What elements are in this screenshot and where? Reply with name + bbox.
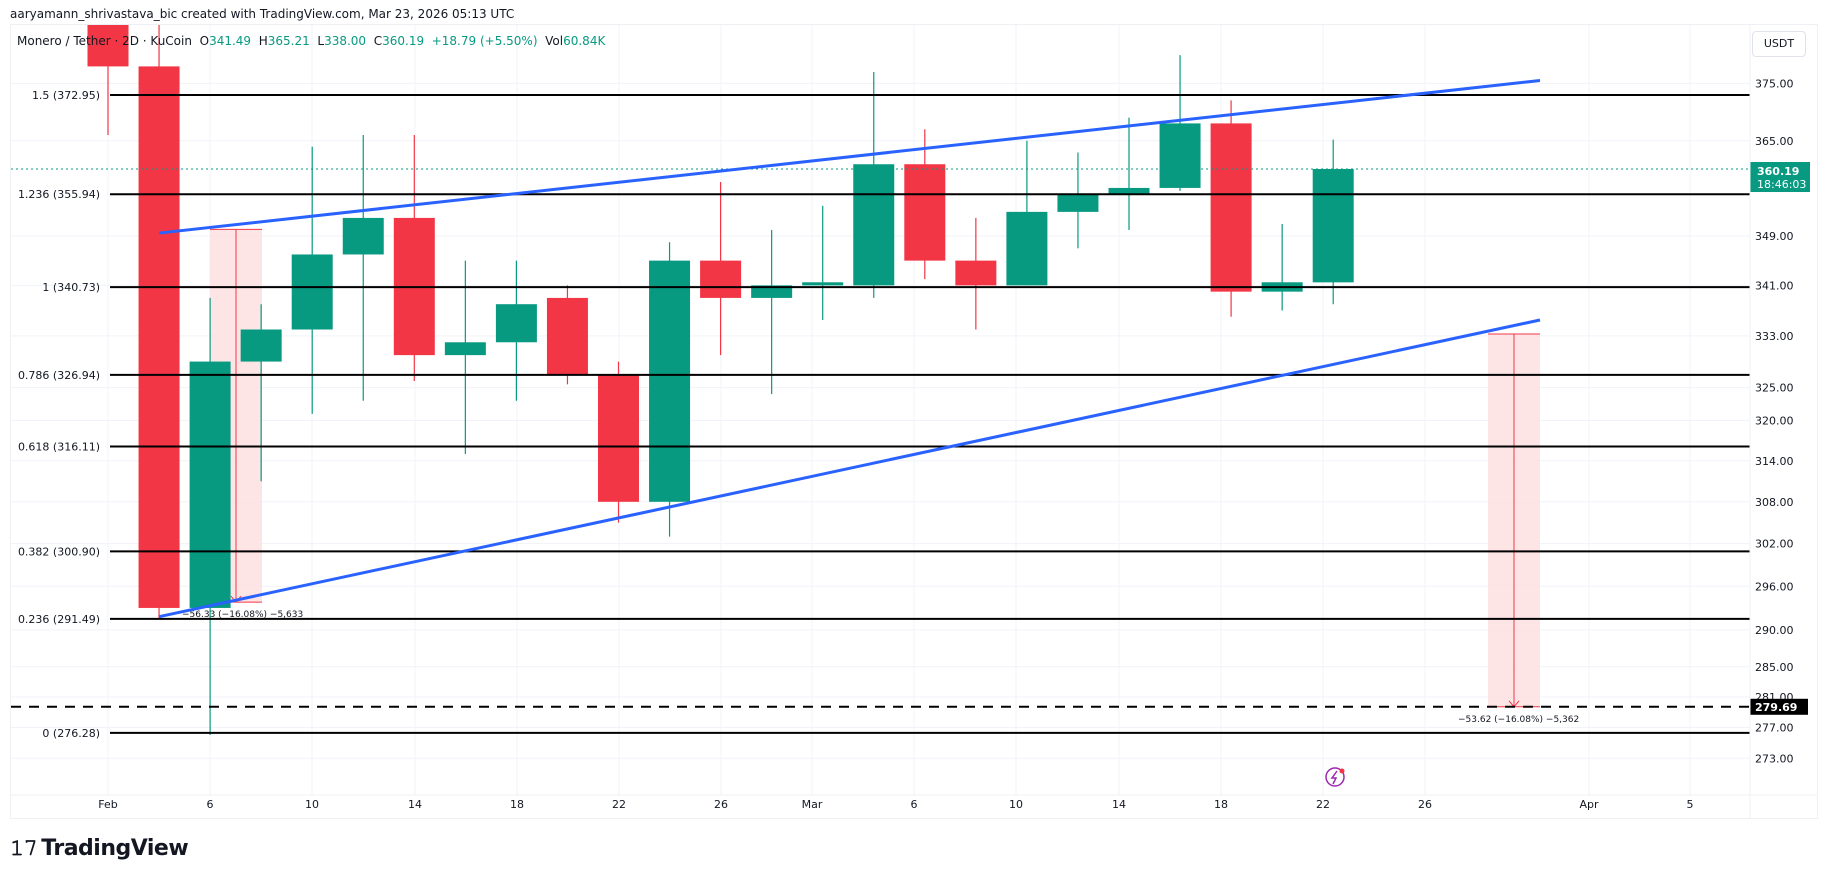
tradingview-logo: 𝟷𝟽 TradingView [10,836,189,861]
svg-text:Apr: Apr [1579,798,1599,811]
svg-text:314.00: 314.00 [1755,455,1794,468]
svg-text:360.19: 360.19 [1757,165,1799,178]
svg-text:5: 5 [1687,798,1694,811]
svg-text:1.5 (372.95): 1.5 (372.95) [32,89,100,102]
svg-text:−56.33 (−16.08%) −5,633: −56.33 (−16.08%) −5,633 [182,610,303,620]
svg-text:6: 6 [911,798,918,811]
tradingview-logo-icon: 𝟷𝟽 [10,836,38,861]
close-value: 360.19 [382,34,425,48]
svg-text:14: 14 [408,798,422,811]
svg-text:290.00: 290.00 [1755,624,1794,637]
svg-text:365.00: 365.00 [1755,135,1794,148]
svg-text:14: 14 [1112,798,1126,811]
chart-pane[interactable] [10,24,1818,819]
svg-text:349.00: 349.00 [1755,230,1794,243]
svg-text:18: 18 [510,798,524,811]
svg-text:1 (340.73): 1 (340.73) [42,281,100,294]
svg-text:325.00: 325.00 [1755,382,1794,395]
svg-text:26: 26 [714,798,728,811]
svg-text:0.786 (326.94): 0.786 (326.94) [18,369,100,382]
svg-text:277.00: 277.00 [1755,721,1794,734]
svg-text:Feb: Feb [98,798,117,811]
svg-text:0.618 (316.11): 0.618 (316.11) [18,441,100,454]
svg-text:273.00: 273.00 [1755,752,1794,765]
svg-text:296.00: 296.00 [1755,580,1794,593]
svg-text:302.00: 302.00 [1755,538,1794,551]
volume-value: 60.84K [563,34,606,48]
low-value: 338.00 [324,34,367,48]
svg-text:341.00: 341.00 [1755,279,1794,292]
svg-text:22: 22 [1316,798,1330,811]
svg-text:0.236 (291.49): 0.236 (291.49) [18,613,100,626]
open-value: 341.49 [209,34,252,48]
svg-text:285.00: 285.00 [1755,661,1794,674]
svg-text:1.236 (355.94): 1.236 (355.94) [18,188,100,201]
svg-text:320.00: 320.00 [1755,415,1794,428]
svg-text:6: 6 [207,798,214,811]
attribution-text: aaryamann_shrivastava_bic created with T… [10,7,515,21]
symbol-legend: Monero / Tether · 2D · KuCoin O341.49 H3… [17,34,606,48]
svg-text:0.382 (300.90): 0.382 (300.90) [18,545,100,558]
svg-text:Mar: Mar [802,798,823,811]
svg-text:18:46:03: 18:46:03 [1757,178,1806,191]
symbol-name[interactable]: Monero / Tether · 2D · KuCoin [17,34,192,48]
svg-text:10: 10 [1009,798,1023,811]
svg-text:333.00: 333.00 [1755,330,1794,343]
svg-text:22: 22 [612,798,626,811]
currency-button[interactable]: USDT [1752,31,1806,57]
svg-text:0 (276.28): 0 (276.28) [42,727,100,740]
svg-text:10: 10 [305,798,319,811]
change-value: +18.79 (+5.50%) [431,34,538,48]
svg-text:−53.62 (−16.08%) −5,362: −53.62 (−16.08%) −5,362 [1458,715,1579,725]
svg-text:279.69: 279.69 [1755,701,1797,714]
svg-text:375.00: 375.00 [1755,77,1794,90]
svg-text:18: 18 [1214,798,1228,811]
high-value: 365.21 [267,34,310,48]
svg-text:308.00: 308.00 [1755,496,1794,509]
svg-text:26: 26 [1418,798,1432,811]
